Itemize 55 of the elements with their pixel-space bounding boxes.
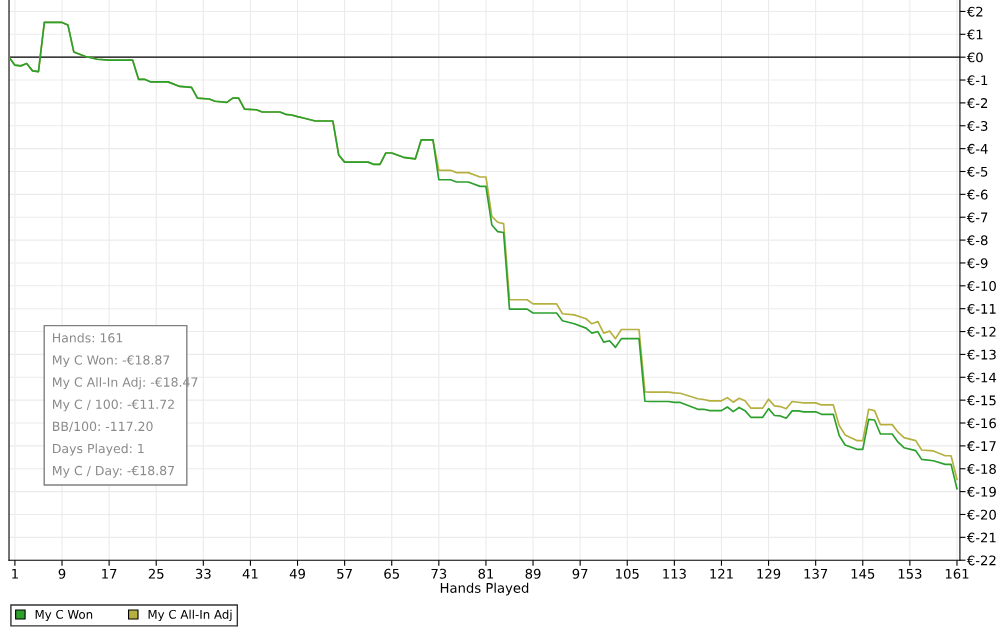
y-tick-label: €-7 [966,212,988,223]
x-tick-label: 153 [898,568,922,579]
y-tick-label: €-21 [966,532,996,543]
y-tick-label: €-15 [966,395,996,406]
annotation: My C Won: -€18.87 [53,355,170,368]
x-tick-label: 129 [757,568,781,579]
y-tick-label: €1 [966,29,983,40]
y-tick-label: €-18 [966,463,996,474]
x-tick-label: 89 [525,568,541,579]
x-tick-label: 41 [242,568,258,579]
x-tick-label: 49 [289,568,305,579]
y-tick-label: €0 [966,52,983,63]
x-tick-label: 145 [851,568,875,579]
y-tick-label: €-5 [966,166,988,177]
y-tick-label: €-16 [966,418,996,429]
x-tick-label: 121 [710,568,733,579]
y-tick-label: €-13 [966,349,996,360]
x-tick-label: 9 [58,568,66,579]
annotation: Hands: 161 [53,332,123,343]
y-tick-label: €-8 [966,235,988,246]
x-tick-label: 161 [945,568,969,579]
y-tick-label: €-20 [966,509,996,520]
x-tick-label: 1 [12,568,18,579]
x-tick-label: 33 [195,568,211,579]
x-tick-label: 17 [102,568,117,579]
y-tick-label: €-1 [966,75,988,86]
y-tick-label: €-3 [966,120,988,131]
y-tick-label: €-10 [966,281,996,292]
y-tick-label: €-6 [966,189,988,200]
y-tick-label: €-12 [966,326,996,337]
x-tick-label: 137 [804,568,828,579]
y-tick-label: €2 [966,6,983,17]
y-tick-label: €-9 [966,258,988,269]
legend-label: My C Won [35,609,93,622]
x-tick-label: 57 [337,568,352,579]
y-tick-label: €-4 [966,143,988,154]
y-tick-label: €-2 [966,98,988,109]
annotation: My C / Day: -€18.87 [53,465,174,478]
x-tick-label: 113 [663,568,686,579]
x-axis-title: Hands Played [440,582,529,596]
y-tick-label: €-17 [966,441,996,452]
x-tick-label: 97 [572,568,588,579]
y-tick-label: €-11 [966,303,996,314]
y-tick-label: €-14 [966,372,997,383]
annotation: BB/100: -117.20 [53,421,153,433]
y-tick-label: €-19 [966,486,996,497]
legend-label: My C All-In Adj [148,609,232,622]
x-tick-label: 65 [384,568,399,579]
annotation: My C / 100: -€11.72 [53,399,174,412]
x-tick-label: 73 [431,568,447,579]
x-tick-label: 105 [616,568,639,579]
x-tick-label: 25 [148,568,164,579]
annotation: Days Played: 1 [53,443,144,456]
x-tick-label: 81 [478,568,494,579]
y-tick-label: €-22 [966,555,996,566]
